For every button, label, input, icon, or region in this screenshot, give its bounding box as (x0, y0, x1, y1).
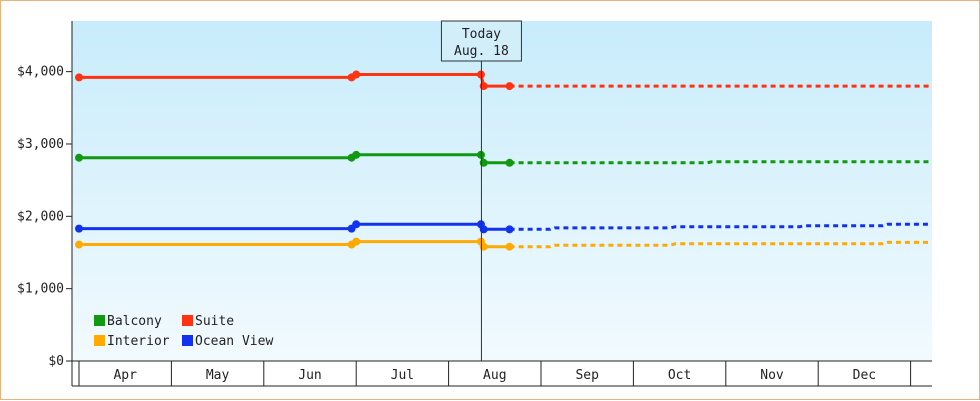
legend-swatch (182, 315, 193, 326)
y-tick-label: $1,000 (17, 282, 64, 297)
series-lines (75, 70, 930, 251)
data-point (75, 240, 83, 249)
x-tick-label: May (206, 368, 230, 383)
plot-area (72, 21, 932, 361)
x-tick-label: Oct (668, 368, 691, 383)
legend: Balcony Suite Interior Ocean View (94, 314, 273, 349)
x-tick-label: Apr (113, 368, 137, 383)
data-point (352, 237, 361, 246)
today-label-box (440, 20, 522, 62)
data-point (479, 158, 488, 167)
today-date: Aug. 18 (454, 44, 509, 59)
legend-swatch (94, 335, 105, 346)
data-point (75, 153, 83, 162)
axes: $0 $1,000 $2,000 $3,000 $4,000 Apr May Jun Jul Au… (17, 21, 932, 387)
data-point (505, 158, 514, 167)
x-tick-label: Dec (853, 368, 876, 383)
data-point (352, 220, 361, 229)
legend-swatch (94, 315, 105, 326)
data-point (505, 242, 514, 251)
today-marker: Today Aug. 18 (440, 20, 522, 361)
x-tick-label: Sep (575, 368, 599, 383)
data-point (352, 150, 361, 159)
data-point (479, 82, 488, 91)
y-tick-label: $0 (48, 354, 64, 369)
legend-label: Balcony (107, 314, 162, 329)
data-point (505, 82, 514, 91)
data-point (352, 70, 361, 79)
legend-label: Ocean View (195, 334, 273, 349)
series-projected-line (509, 160, 930, 165)
x-tick-label: Aug (483, 368, 506, 383)
y-tick-label: $3,000 (17, 137, 64, 152)
series-actual-line (79, 153, 510, 165)
series-actual-line (79, 240, 510, 249)
today-label: Today (462, 27, 501, 42)
x-tick-label: Jun (298, 368, 321, 383)
x-tick-label: Jul (391, 368, 414, 383)
legend-label: Suite (195, 314, 234, 329)
series-projected-line (509, 222, 930, 231)
x-tick-label: Nov (760, 368, 784, 383)
series-projected-line (509, 240, 930, 249)
data-point (75, 224, 83, 233)
data-point (479, 225, 488, 234)
series-actual-line (79, 222, 510, 231)
data-point (75, 73, 83, 82)
legend-swatch (182, 335, 193, 346)
y-tick-label: $2,000 (17, 209, 64, 224)
data-point (505, 225, 514, 234)
y-tick-label: $4,000 (17, 65, 64, 80)
data-point (479, 242, 488, 251)
legend-label: Interior (107, 334, 170, 349)
series-actual-line (79, 73, 510, 88)
